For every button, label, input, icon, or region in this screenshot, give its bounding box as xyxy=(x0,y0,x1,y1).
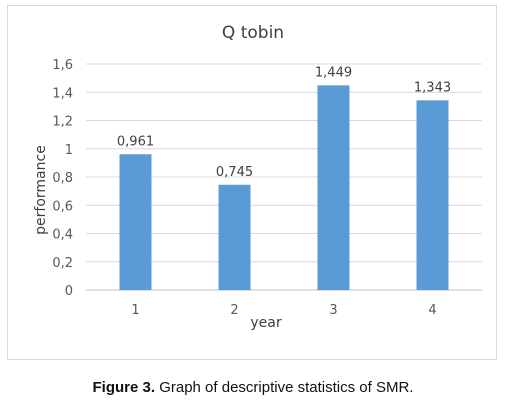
bar-chart: Q tobin performance year 00,20,40,60,811… xyxy=(33,23,482,331)
y-tick-label: 1,6 xyxy=(52,58,73,73)
x-tick-label: 1 xyxy=(131,303,139,318)
y-tick-label: 1,2 xyxy=(52,115,73,130)
y-tick-label: 0,2 xyxy=(52,256,73,271)
chart-title: Q tobin xyxy=(222,23,284,43)
x-axis-label: year xyxy=(250,315,281,331)
caption-text: Graph of descriptive statistics of SMR. xyxy=(159,379,414,396)
bar xyxy=(416,100,449,291)
data-labels: 0,961 0,745 1,449 1,343 xyxy=(117,65,451,179)
y-tick-label: 1 xyxy=(65,143,73,158)
y-tick-label: 0,8 xyxy=(52,171,73,186)
y-tick-label: 0,6 xyxy=(52,199,73,214)
x-tick-label: 4 xyxy=(428,303,436,318)
caption-label: Figure 3. xyxy=(92,379,156,396)
y-tick-labels: 0 0,2 0,4 0,6 0,8 1 1,2 1,4 1,6 xyxy=(52,58,73,299)
gridlines xyxy=(86,63,482,291)
data-label: 0,745 xyxy=(216,165,253,180)
y-axis-label: performance xyxy=(33,145,49,235)
data-label: 1,343 xyxy=(414,80,451,95)
y-tick-label: 0,4 xyxy=(52,228,73,243)
x-tick-labels: 1 2 3 4 xyxy=(131,303,436,318)
y-tick-label: 0 xyxy=(65,284,73,299)
bar xyxy=(218,184,251,290)
bars xyxy=(119,85,449,291)
x-tick-label: 2 xyxy=(230,303,238,318)
y-tick-label: 1,4 xyxy=(52,86,73,101)
bar xyxy=(119,154,152,290)
data-label: 0,961 xyxy=(117,134,154,149)
data-label: 1,449 xyxy=(315,65,352,80)
x-tick-label: 3 xyxy=(329,303,337,318)
bar xyxy=(317,85,350,290)
figure-caption: Figure 3. Graph of descriptive statistic… xyxy=(0,379,506,396)
